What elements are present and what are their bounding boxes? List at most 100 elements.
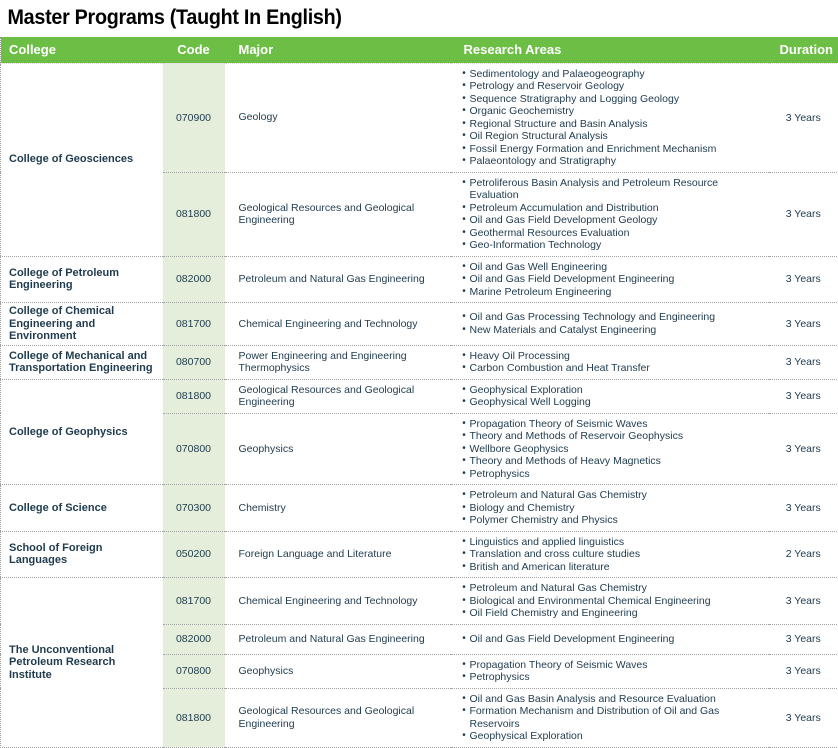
research-area-item: •Oil and Gas Basin Analysis and Resource… (459, 693, 765, 706)
research-areas-list: •Geophysical Exploration•Geophysical Wel… (459, 384, 765, 409)
research-area-text: Oil and Gas Well Engineering (470, 261, 765, 274)
research-area-text: Petrophysics (470, 671, 765, 684)
program-major: Geological Resources and Geological Engi… (225, 379, 451, 413)
research-areas-cell: •Propagation Theory of Seismic Waves•Pet… (451, 654, 769, 688)
research-area-text: Biological and Environmental Chemical En… (470, 595, 765, 608)
research-area-item: •Regional Structure and Basin Analysis (459, 118, 765, 131)
research-area-item: •Petroleum Accumulation and Distribution (459, 202, 765, 215)
header-research-areas: Research Areas (451, 37, 769, 63)
college-name: College of Geosciences (1, 63, 163, 256)
bullet-icon: • (459, 443, 470, 456)
research-area-item: •Oil and Gas Field Development Geology (459, 214, 765, 227)
bullet-icon: • (459, 239, 470, 252)
bullet-icon: • (459, 384, 470, 397)
program-duration: 3 Years (769, 256, 838, 303)
program-major: Geophysics (225, 654, 451, 688)
research-area-text: Petroliferous Basin Analysis and Petrole… (470, 177, 765, 202)
bullet-icon: • (459, 324, 470, 337)
research-area-item: •Oil and Gas Well Engineering (459, 261, 765, 274)
program-duration: 3 Years (769, 578, 838, 625)
table-header-row: College Code Major Research Areas Durati… (1, 37, 838, 63)
research-area-text: Petrology and Reservoir Geology (470, 80, 765, 93)
program-duration: 3 Years (769, 624, 838, 654)
bullet-icon: • (459, 455, 470, 468)
research-areas-list: •Oil and Gas Field Development Engineeri… (459, 633, 765, 646)
research-areas-list: •Oil and Gas Well Engineering•Oil and Ga… (459, 261, 765, 299)
research-area-text: Marine Petroleum Engineering (470, 286, 765, 299)
research-area-text: Geophysical Exploration (470, 730, 765, 743)
research-area-text: Propagation Theory of Seismic Waves (470, 659, 765, 672)
research-area-item: •Propagation Theory of Seismic Waves (459, 418, 765, 431)
program-code: 081700 (163, 578, 225, 625)
program-duration: 3 Years (769, 485, 838, 532)
master-programs-table: College Code Major Research Areas Durati… (0, 37, 838, 748)
research-area-text: Polymer Chemistry and Physics (470, 514, 765, 527)
college-name: College of Petroleum Engineering (1, 256, 163, 303)
bullet-icon: • (459, 396, 470, 409)
program-code: 081800 (163, 172, 225, 256)
bullet-icon: • (459, 502, 470, 515)
research-area-text: Formation Mechanism and Distribution of … (470, 705, 765, 730)
research-area-item: •Sequence Stratigraphy and Logging Geolo… (459, 93, 765, 106)
bullet-icon: • (459, 105, 470, 118)
program-major: Petroleum and Natural Gas Engineering (225, 256, 451, 303)
research-areas-cell: •Petroliferous Basin Analysis and Petrol… (451, 172, 769, 256)
bullet-icon: • (459, 548, 470, 561)
research-areas-list: •Oil and Gas Processing Technology and E… (459, 311, 765, 336)
research-area-item: •Carbon Combustion and Heat Transfer (459, 362, 765, 375)
program-code: 070800 (163, 654, 225, 688)
research-area-text: Oil Region Structural Analysis (470, 130, 765, 143)
bullet-icon: • (459, 311, 470, 324)
bullet-icon: • (459, 561, 470, 574)
program-duration: 3 Years (769, 63, 838, 172)
college-name: School of Foreign Languages (1, 531, 163, 578)
program-duration: 3 Years (769, 379, 838, 413)
bullet-icon: • (459, 362, 470, 375)
research-areas-cell: •Linguistics and applied linguistics•Tra… (451, 531, 769, 578)
header-major: Major (225, 37, 451, 63)
research-areas-list: •Petroleum and Natural Gas Chemistry•Bio… (459, 489, 765, 527)
research-areas-cell: •Petroleum and Natural Gas Chemistry•Bio… (451, 485, 769, 532)
program-code: 080700 (163, 345, 225, 379)
program-major: Chemical Engineering and Technology (225, 578, 451, 625)
bullet-icon: • (459, 430, 470, 443)
research-area-item: •Fossil Energy Formation and Enrichment … (459, 143, 765, 156)
college-name: College of Science (1, 485, 163, 532)
research-area-text: Geothermal Resources Evaluation (470, 227, 765, 240)
research-area-text: Biology and Chemistry (470, 502, 765, 515)
bullet-icon: • (459, 273, 470, 286)
research-areas-cell: •Oil and Gas Processing Technology and E… (451, 303, 769, 346)
program-code: 070300 (163, 485, 225, 532)
research-area-text: Sedimentology and Palaeogeography (470, 68, 765, 81)
research-area-text: Palaeontology and Stratigraphy (470, 155, 765, 168)
header-duration: Duration (769, 37, 838, 63)
bullet-icon: • (459, 202, 470, 215)
bullet-icon: • (459, 582, 470, 595)
college-name: College of Mechanical and Transportation… (1, 345, 163, 379)
research-area-item: •Biological and Environmental Chemical E… (459, 595, 765, 608)
program-code: 081800 (163, 379, 225, 413)
research-area-item: •Oil and Gas Field Development Engineeri… (459, 633, 765, 646)
page-title: Master Programs (Taught In English) (0, 0, 788, 37)
college-name: College of Chemical Engineering and Envi… (1, 303, 163, 346)
program-code: 082000 (163, 624, 225, 654)
research-area-text: Fossil Energy Formation and Enrichment M… (470, 143, 765, 156)
program-major: Petroleum and Natural Gas Engineering (225, 624, 451, 654)
research-area-item: •Polymer Chemistry and Physics (459, 514, 765, 527)
college-name: College of Geophysics (1, 379, 163, 485)
research-areas-list: •Heavy Oil Processing•Carbon Combustion … (459, 350, 765, 375)
bullet-icon: • (459, 536, 470, 549)
research-areas-list: •Petroliferous Basin Analysis and Petrol… (459, 177, 765, 252)
program-duration: 2 Years (769, 531, 838, 578)
research-areas-list: •Sedimentology and Palaeogeography•Petro… (459, 68, 765, 168)
bullet-icon: • (459, 693, 470, 706)
research-area-item: •Oil and Gas Processing Technology and E… (459, 311, 765, 324)
research-area-item: •Oil Field Chemistry and Engineering (459, 607, 765, 620)
bullet-icon: • (459, 595, 470, 608)
research-area-item: •Oil and Gas Field Development Engineeri… (459, 273, 765, 286)
bullet-icon: • (459, 468, 470, 481)
research-area-text: Oil Field Chemistry and Engineering (470, 607, 765, 620)
